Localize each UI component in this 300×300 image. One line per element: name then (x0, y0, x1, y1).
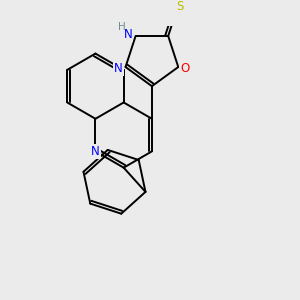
Text: N: N (114, 62, 123, 75)
Text: H: H (118, 22, 125, 32)
Text: S: S (176, 0, 184, 13)
Text: N: N (91, 146, 100, 158)
Text: O: O (180, 62, 190, 75)
Text: N: N (124, 28, 132, 41)
